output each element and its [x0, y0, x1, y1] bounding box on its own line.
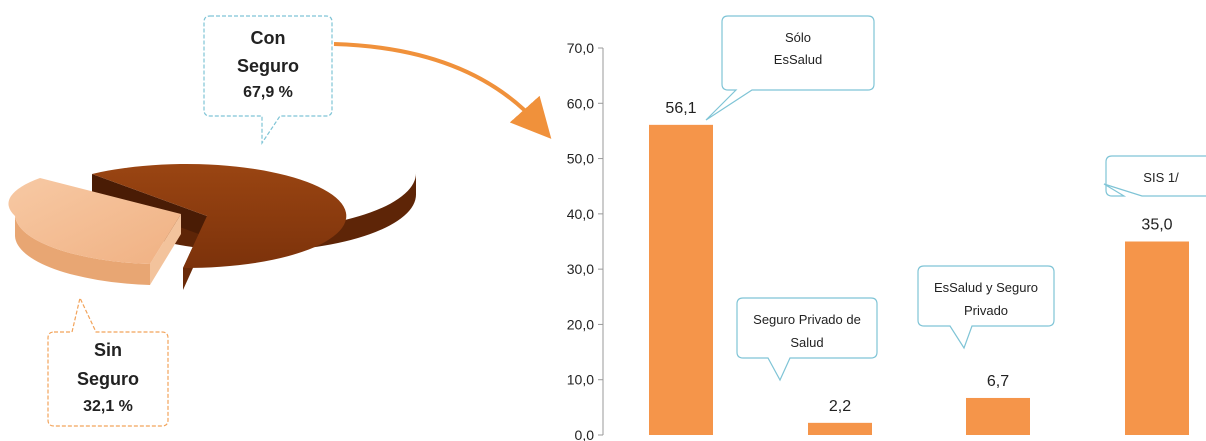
bar-value-label: 35,0	[1141, 217, 1172, 234]
bar-chart: 0,0 10,0 20,0 30,0 40,0 50,0 60,0 70,0 56,1 2,2 6…	[567, 15, 1206, 441]
bar-value-label: 6,7	[987, 373, 1009, 390]
bar-value-label: 2,2	[829, 398, 851, 415]
callout-con-value: 67,9 %	[243, 84, 293, 101]
bar-callout-bubble	[1103, 155, 1206, 197]
y-tick-label: 50,0	[567, 151, 594, 167]
bar	[1125, 241, 1189, 435]
bar-callout-text: EsSalud y Seguro	[934, 280, 1038, 295]
bar	[966, 397, 1030, 435]
callout-sin-seguro: Sin Seguro 32,1 %	[47, 296, 169, 427]
bar-callout-bubble	[736, 297, 878, 382]
callout-con-seguro-bubble	[203, 15, 333, 145]
pie-slice-con-seguro	[92, 164, 347, 269]
bars	[649, 124, 1189, 436]
bar-callout-text: SIS 1/	[1143, 170, 1179, 185]
bar-callout-text: EsSalud	[774, 52, 822, 67]
bar-callouts: Sólo EsSalud Seguro Privado de Salud EsSalud…	[705, 15, 1206, 382]
pie-chart	[8, 164, 417, 290]
y-tick-label: 70,0	[567, 40, 594, 56]
pie-slice-sin-seguro	[8, 178, 182, 264]
y-tick-label: 10,0	[567, 372, 594, 388]
callout-con-line2: Seguro	[237, 56, 299, 76]
bar	[649, 124, 713, 436]
callout-sin-seguro-bubble	[47, 296, 169, 427]
y-tick-label: 40,0	[567, 206, 594, 222]
bar	[808, 422, 872, 435]
bar-callout-text: Salud	[790, 335, 823, 350]
pie-slice-sin-seguro-side	[15, 216, 150, 285]
callout-con-seguro: Con Seguro 67,9 %	[203, 15, 333, 145]
callout-sin-line2: Seguro	[77, 369, 139, 389]
y-tick-label: 20,0	[567, 316, 594, 332]
callout-sin-line1: Sin	[94, 340, 122, 360]
bar-callout-text: Sólo	[785, 30, 811, 45]
y-tick-label: 60,0	[567, 95, 594, 111]
y-axis-ticks: 0,0 10,0 20,0 30,0 40,0 50,0 60,0 70,0	[567, 40, 603, 441]
link-arrow	[333, 42, 552, 139]
bar-value-label: 56,1	[665, 100, 696, 117]
bar-callout-bubble	[705, 15, 875, 121]
pie-slice-sin-seguro-inner-wall	[150, 214, 181, 285]
bar-value-labels: 56,1 2,2 6,7 35,0	[665, 100, 1172, 415]
callout-sin-value: 32,1 %	[83, 398, 133, 415]
bar-callout-bubble	[917, 265, 1055, 350]
callout-con-line1: Con	[251, 28, 286, 48]
bar-callout-text: Seguro Privado de	[753, 312, 861, 327]
bar-callout-text: Privado	[964, 303, 1008, 318]
y-tick-label: 0,0	[575, 427, 595, 441]
y-tick-label: 30,0	[567, 261, 594, 277]
